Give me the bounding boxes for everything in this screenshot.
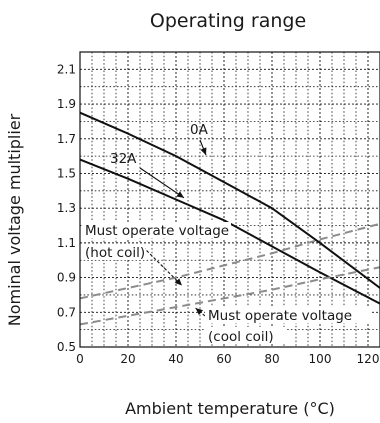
series-line-0: [79, 111, 380, 289]
y-tick-label: 1.5: [57, 166, 76, 180]
y-tick-label: 1.3: [57, 201, 76, 215]
y-tick-label: 1.7: [57, 132, 76, 146]
annotation-label-bg: [205, 306, 372, 323]
annotation-arrowhead: [174, 278, 182, 286]
annotation-pointer-line: [139, 167, 185, 199]
annotation-label-cool-coil-line2: (cool coil): [208, 329, 274, 345]
x-tick-label: 0: [76, 352, 84, 366]
annotation-label-bg: [205, 327, 285, 344]
annotation-label-32a: 32A: [110, 151, 137, 167]
y-tick-label: 0.7: [57, 305, 76, 319]
y-tick-labels: 0.5 0.7 0.9 1.1 1.3 1.5 1.7 1.9 2.1: [57, 62, 76, 354]
x-tick-label: 40: [168, 352, 183, 366]
x-tick-label: 20: [120, 352, 135, 366]
x-tick-label: 80: [264, 352, 279, 366]
y-tick-label: 2.1: [57, 62, 76, 76]
y-tick-label: 0.5: [57, 340, 76, 354]
annotation-arrowhead: [200, 147, 207, 156]
series-line-1: [79, 158, 380, 305]
x-tick-label: 120: [357, 352, 380, 366]
series-layer: [79, 111, 380, 326]
annotation-label-hot-coil-line1: Must operate voltage: [85, 223, 229, 239]
series-line-2: [79, 222, 380, 300]
x-tick-label: 60: [216, 352, 231, 366]
annotation-label-bg: [83, 244, 145, 260]
annotation-pointer-line: [142, 246, 183, 286]
annotation-pointers: [139, 139, 207, 317]
x-tick-label: 100: [309, 352, 332, 366]
y-axis-label: Nominal voltage multiplier: [5, 113, 24, 326]
annotation-label-bg: [83, 222, 231, 238]
annotation-arrowhead: [195, 308, 204, 316]
plot-frame: [79, 51, 380, 348]
annotation-label-0a: 0A: [190, 122, 209, 138]
y-tick-label: 1.1: [57, 236, 76, 250]
y-tick-label: 0.9: [57, 271, 76, 285]
x-tick-labels: 0 20 40 60 80 100 120: [76, 352, 379, 366]
series-line-3: [79, 266, 380, 326]
annotation-labels: 0A 32A Must operate voltage (hot coil) Must …: [83, 122, 372, 345]
annotation-label-hot-coil-line2: (hot coil): [85, 245, 145, 261]
grid: [80, 52, 380, 347]
y-tick-label: 1.9: [57, 97, 76, 111]
annotation-label-cool-coil-line1: Must operate voltage: [208, 308, 352, 324]
x-axis-label: Ambient temperature (°C): [125, 399, 335, 418]
annotation-arrowhead: [176, 191, 184, 198]
chart-title: Operating range: [150, 10, 306, 32]
